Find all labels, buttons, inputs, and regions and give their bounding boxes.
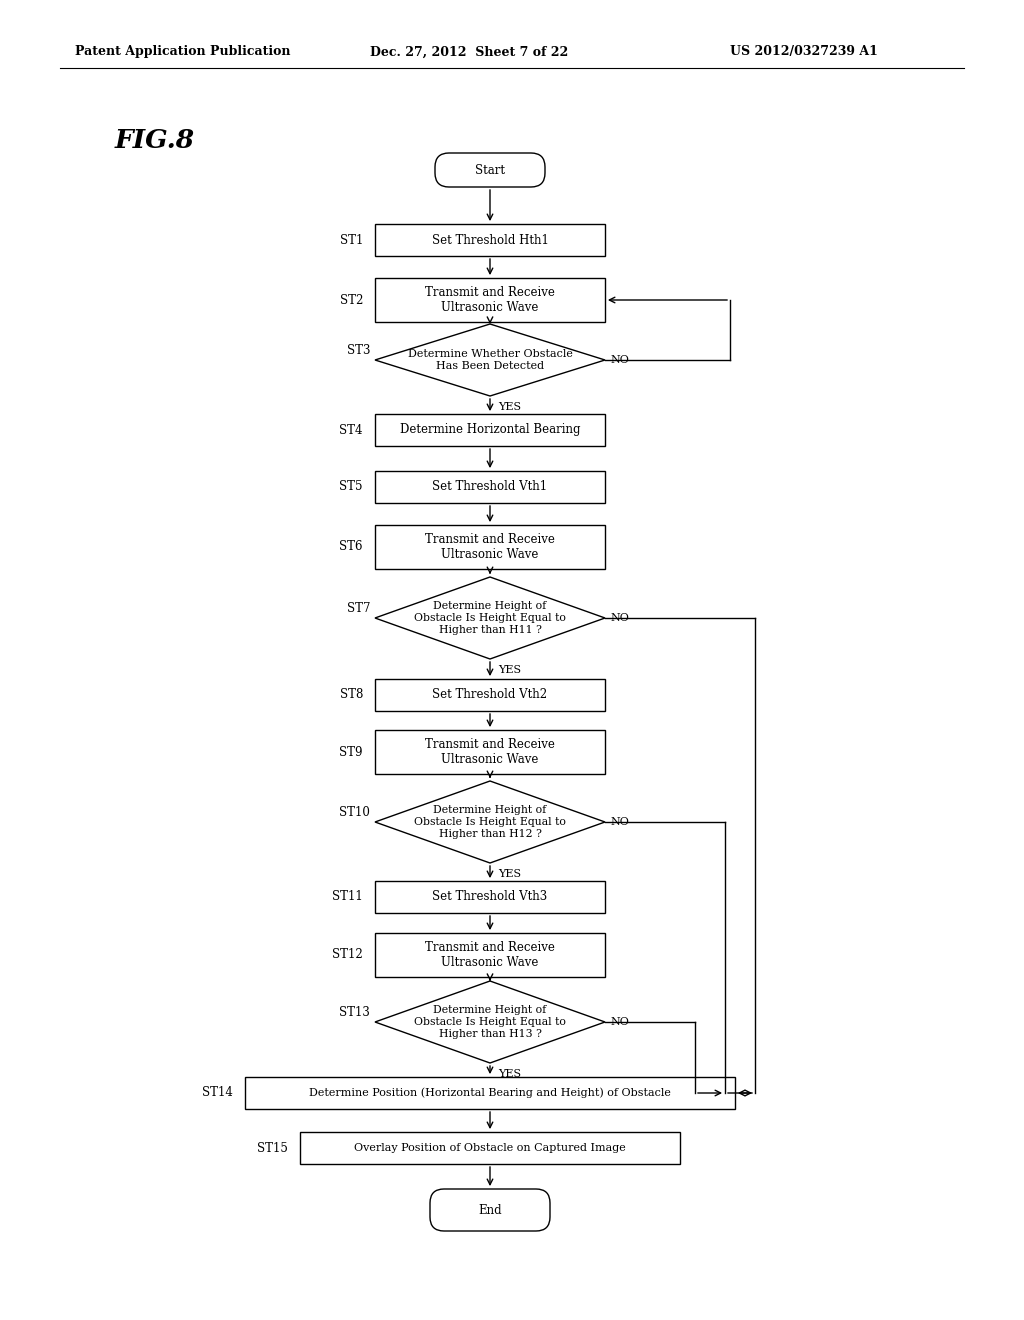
Text: YES: YES (498, 869, 521, 879)
Text: ST3: ST3 (346, 343, 370, 356)
Polygon shape (375, 781, 605, 863)
Text: Transmit and Receive
Ultrasonic Wave: Transmit and Receive Ultrasonic Wave (425, 533, 555, 561)
FancyBboxPatch shape (375, 525, 605, 569)
Text: Determine Height of
Obstacle Is Height Equal to
Higher than H12 ?: Determine Height of Obstacle Is Height E… (414, 805, 566, 838)
Text: YES: YES (498, 665, 521, 675)
Text: ST14: ST14 (202, 1086, 233, 1100)
Text: Determine Horizontal Bearing: Determine Horizontal Bearing (399, 424, 581, 437)
Text: ST8: ST8 (340, 689, 362, 701)
Text: ST5: ST5 (340, 480, 362, 494)
Text: Dec. 27, 2012  Sheet 7 of 22: Dec. 27, 2012 Sheet 7 of 22 (370, 45, 568, 58)
Text: NO: NO (610, 355, 629, 366)
Polygon shape (375, 577, 605, 659)
FancyBboxPatch shape (375, 880, 605, 913)
Text: NO: NO (610, 817, 629, 828)
Text: Determine Height of
Obstacle Is Height Equal to
Higher than H11 ?: Determine Height of Obstacle Is Height E… (414, 602, 566, 635)
Text: ST4: ST4 (340, 424, 362, 437)
FancyBboxPatch shape (245, 1077, 735, 1109)
FancyBboxPatch shape (375, 933, 605, 977)
Text: Determine Whether Obstacle
Has Been Detected: Determine Whether Obstacle Has Been Dete… (408, 350, 572, 371)
Text: Set Threshold Hth1: Set Threshold Hth1 (431, 234, 549, 247)
FancyBboxPatch shape (375, 678, 605, 711)
Text: US 2012/0327239 A1: US 2012/0327239 A1 (730, 45, 878, 58)
Text: ST11: ST11 (332, 891, 362, 903)
Text: NO: NO (610, 612, 629, 623)
FancyBboxPatch shape (375, 224, 605, 256)
Text: ST12: ST12 (332, 949, 362, 961)
Text: End: End (478, 1204, 502, 1217)
FancyBboxPatch shape (430, 1189, 550, 1232)
Text: Transmit and Receive
Ultrasonic Wave: Transmit and Receive Ultrasonic Wave (425, 286, 555, 314)
Text: Set Threshold Vth2: Set Threshold Vth2 (432, 689, 548, 701)
Text: Start: Start (475, 164, 505, 177)
Text: NO: NO (610, 1016, 629, 1027)
Text: Patent Application Publication: Patent Application Publication (75, 45, 291, 58)
Text: FIG.8: FIG.8 (115, 128, 196, 153)
Text: YES: YES (498, 403, 521, 412)
Text: ST10: ST10 (339, 805, 370, 818)
Text: ST13: ST13 (339, 1006, 370, 1019)
FancyBboxPatch shape (375, 471, 605, 503)
Polygon shape (375, 323, 605, 396)
Text: ST1: ST1 (340, 234, 362, 247)
Text: Set Threshold Vth1: Set Threshold Vth1 (432, 480, 548, 494)
FancyBboxPatch shape (435, 153, 545, 187)
Text: ST2: ST2 (340, 293, 362, 306)
Text: ST6: ST6 (340, 540, 362, 553)
Text: ST15: ST15 (257, 1142, 288, 1155)
Text: Overlay Position of Obstacle on Captured Image: Overlay Position of Obstacle on Captured… (354, 1143, 626, 1152)
Text: Transmit and Receive
Ultrasonic Wave: Transmit and Receive Ultrasonic Wave (425, 941, 555, 969)
FancyBboxPatch shape (375, 414, 605, 446)
Text: Determine Height of
Obstacle Is Height Equal to
Higher than H13 ?: Determine Height of Obstacle Is Height E… (414, 1006, 566, 1039)
Text: Transmit and Receive
Ultrasonic Wave: Transmit and Receive Ultrasonic Wave (425, 738, 555, 766)
Text: Set Threshold Vth3: Set Threshold Vth3 (432, 891, 548, 903)
FancyBboxPatch shape (375, 730, 605, 774)
Text: Determine Position (Horizontal Bearing and Height) of Obstacle: Determine Position (Horizontal Bearing a… (309, 1088, 671, 1098)
Polygon shape (375, 981, 605, 1063)
FancyBboxPatch shape (375, 279, 605, 322)
Text: ST9: ST9 (340, 746, 362, 759)
Text: YES: YES (498, 1069, 521, 1078)
FancyBboxPatch shape (300, 1133, 680, 1164)
Text: ST7: ST7 (346, 602, 370, 615)
